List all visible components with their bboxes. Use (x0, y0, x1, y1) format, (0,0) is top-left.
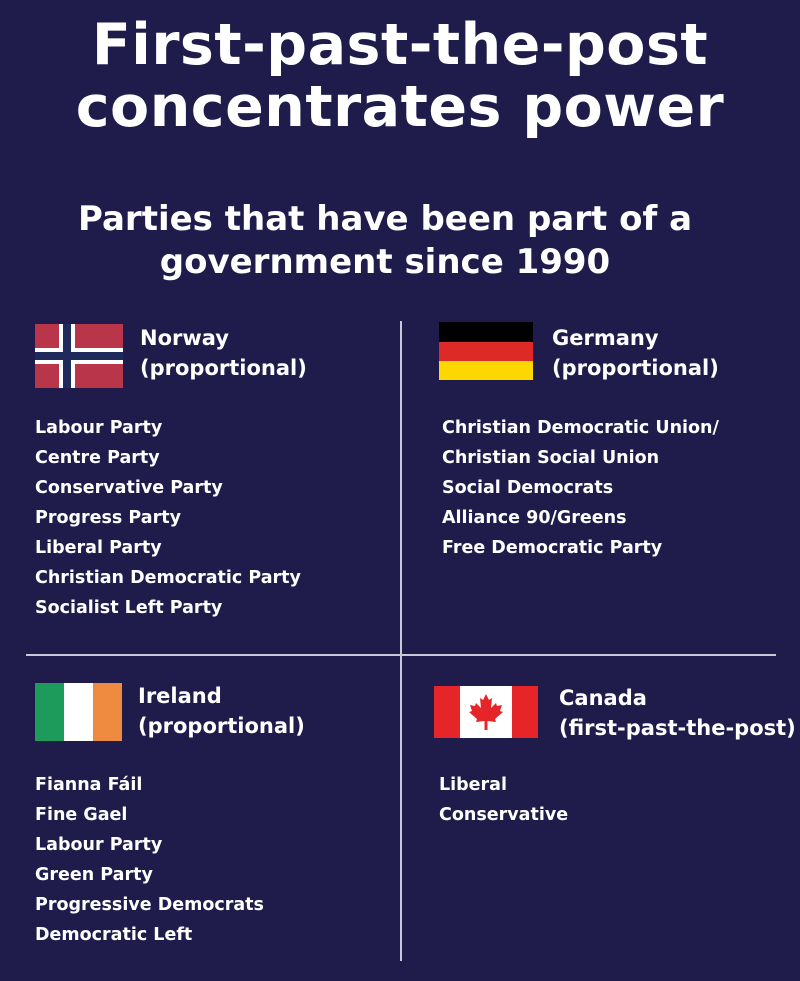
list-item: Liberal (439, 775, 507, 795)
country-name: Ireland (138, 684, 222, 708)
list-item: Social Democrats (442, 478, 614, 498)
list-item: Progressive Democrats (35, 895, 264, 915)
list-item: Christian Democratic Union/ (442, 418, 719, 438)
list-item: Fianna Fáil (35, 775, 143, 795)
list-item: Centre Party (35, 448, 160, 468)
vertical-divider (400, 321, 402, 961)
party-list-norway: Labour Party Centre Party Conservative P… (35, 413, 301, 623)
norway-flag-icon (35, 324, 123, 388)
page-subtitle: Parties that have been part of a governm… (0, 198, 770, 284)
list-item: Conservative (439, 805, 569, 825)
title-line-1: First-past-the-post (91, 12, 709, 78)
subtitle-line-1: Parties that have been part of a (77, 199, 693, 239)
list-item: Fine Gael (35, 805, 128, 825)
list-item: Democratic Left (35, 925, 193, 945)
country-name: Norway (140, 326, 229, 350)
list-item: Alliance 90/Greens (442, 508, 627, 528)
party-list-ireland: Fianna Fáil Fine Gael Labour Party Green… (35, 770, 264, 950)
subtitle-line-2: government since 1990 (159, 242, 611, 282)
list-item: Labour Party (35, 418, 163, 438)
country-label-ireland: Ireland (proportional) (138, 681, 305, 741)
title-line-2: concentrates power (75, 74, 725, 140)
country-name: Canada (559, 686, 647, 710)
list-item: Free Democratic Party (442, 538, 663, 558)
list-item: Christian Social Union (442, 448, 660, 468)
country-name: Germany (552, 326, 659, 350)
list-item: Christian Democratic Party (35, 568, 301, 588)
electoral-system: (first-past-the-post) (559, 716, 796, 740)
page-title: First-past-the-post concentrates power (0, 14, 800, 138)
party-list-germany: Christian Democratic Union/ Christian So… (442, 413, 719, 563)
electoral-system: (proportional) (138, 714, 305, 738)
canada-flag-icon (434, 686, 538, 738)
list-item: Liberal Party (35, 538, 162, 558)
list-item: Progress Party (35, 508, 181, 528)
list-item: Socialist Left Party (35, 598, 223, 618)
list-item: Green Party (35, 865, 153, 885)
list-item: Conservative Party (35, 478, 223, 498)
country-label-norway: Norway (proportional) (140, 323, 307, 383)
electoral-system: (proportional) (552, 356, 719, 380)
electoral-system: (proportional) (140, 356, 307, 380)
party-list-canada: Liberal Conservative (439, 770, 568, 830)
germany-flag-icon (439, 322, 533, 380)
country-label-canada: Canada (first-past-the-post) (559, 683, 796, 743)
horizontal-divider (26, 654, 776, 656)
ireland-flag-icon (35, 683, 122, 741)
country-label-germany: Germany (proportional) (552, 323, 719, 383)
list-item: Labour Party (35, 835, 163, 855)
